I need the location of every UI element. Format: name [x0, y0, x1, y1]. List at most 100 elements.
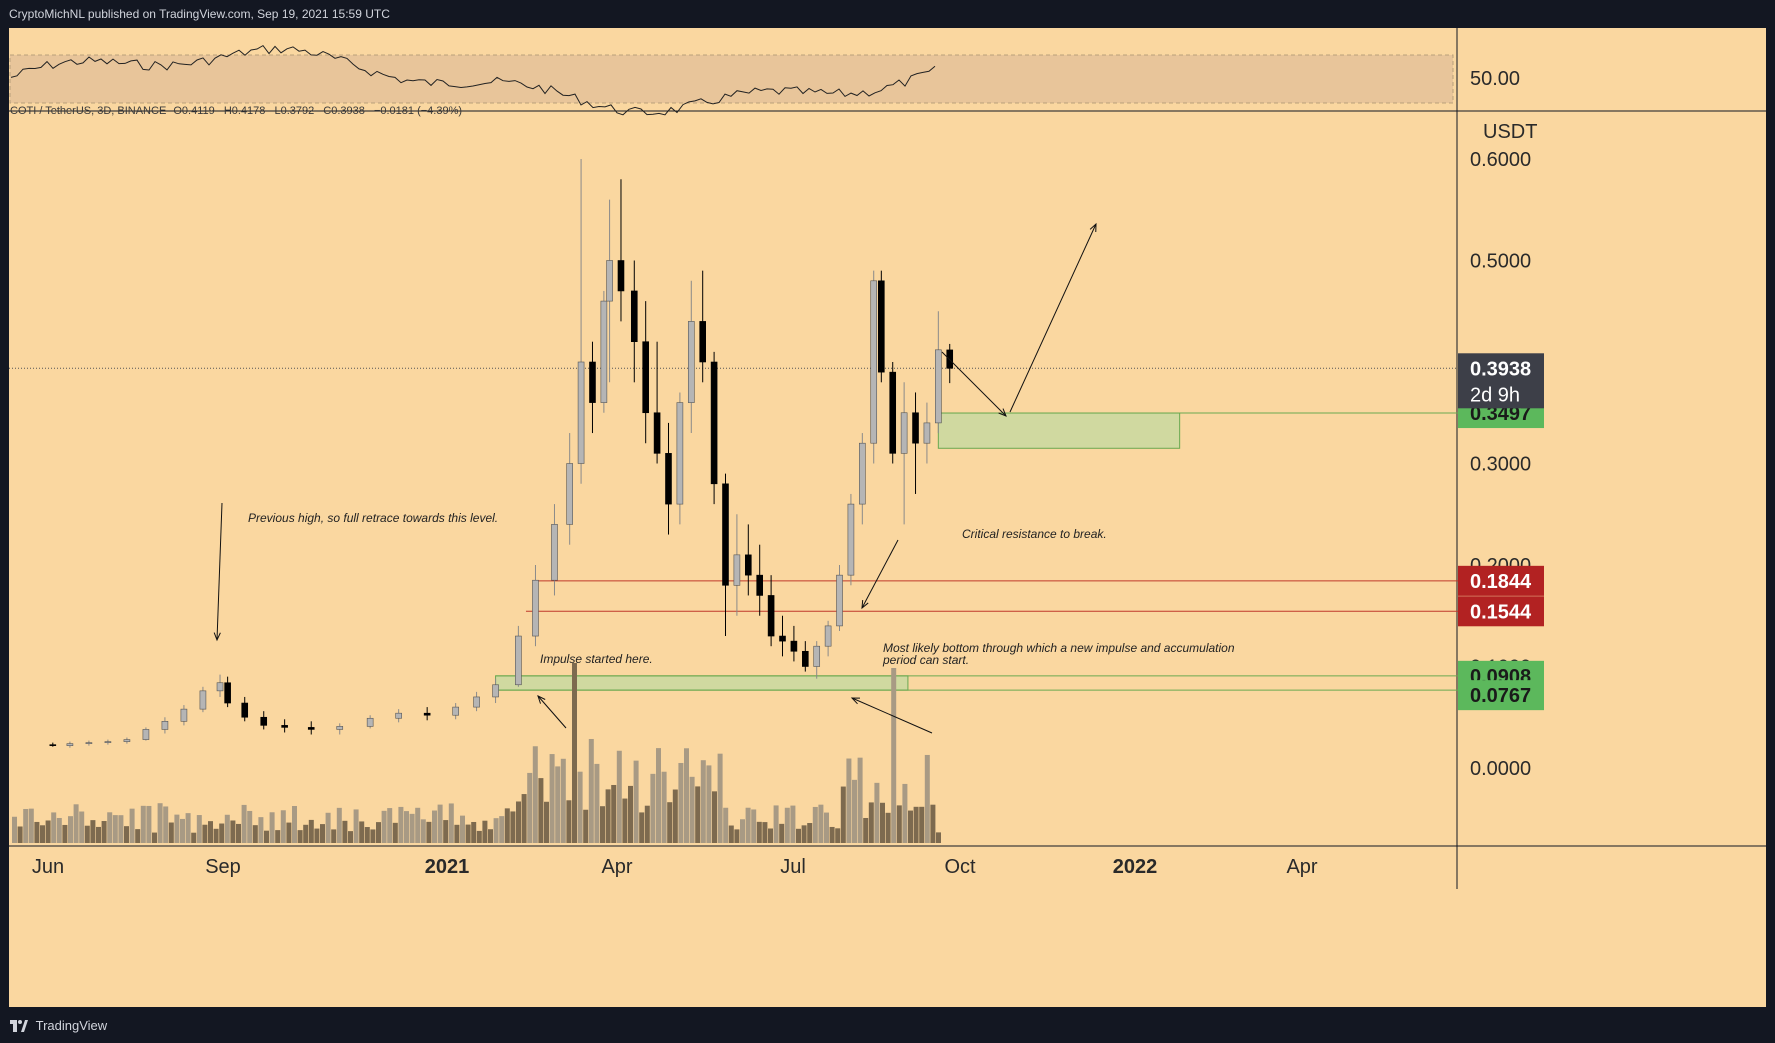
current-price-bg — [1458, 353, 1544, 409]
candle-body — [260, 716, 268, 726]
candle — [307, 721, 315, 735]
candle — [745, 524, 752, 596]
volume-bar — [476, 830, 482, 843]
volume-bar — [577, 771, 583, 843]
candle-body — [642, 341, 649, 414]
volume-bar — [740, 819, 745, 843]
time-axis-tick: Jun — [32, 856, 64, 878]
candle-body — [710, 361, 718, 485]
volume-bar — [247, 810, 253, 843]
candle — [676, 392, 684, 525]
time-axis-tick: Oct — [944, 856, 976, 878]
candle-body — [423, 712, 431, 716]
candle-body — [847, 503, 855, 576]
price-axis-currency: USDT — [1483, 121, 1537, 143]
annotation-bottom-line1: Most likely bottom through which a new i… — [883, 641, 1235, 655]
candle — [551, 504, 558, 596]
candle-body — [889, 371, 897, 454]
candle — [946, 343, 954, 384]
volume-bar — [320, 824, 325, 843]
volume-bar — [314, 828, 320, 843]
volume-bar — [796, 828, 801, 843]
candle — [767, 575, 775, 647]
price-label-bg — [1458, 565, 1544, 596]
tradingview-logo[interactable]: TradingView — [10, 1017, 107, 1033]
time-axis: Jun Sep 2021 Apr Jul Oct 2022 Apr — [32, 856, 1318, 878]
arrow-impulse-head — [537, 695, 546, 704]
candle-body — [600, 300, 608, 403]
candle — [566, 433, 573, 545]
volume-bar — [90, 820, 96, 843]
candle-body — [307, 727, 315, 730]
volume-bar — [616, 750, 622, 843]
volume-bar — [73, 804, 79, 843]
volume-bar — [381, 810, 387, 843]
candle-body — [836, 574, 843, 627]
volume-bar — [650, 773, 656, 843]
volume-bar — [936, 832, 941, 843]
volume-bar — [392, 822, 398, 843]
volume-bar — [644, 805, 650, 843]
volume-bar — [594, 763, 600, 843]
rsi-pane — [10, 44, 936, 116]
candle-body — [779, 635, 786, 642]
volume-bar — [118, 815, 124, 843]
candle — [617, 179, 625, 322]
candle-body — [180, 708, 188, 722]
volume-bar — [51, 812, 57, 843]
candle — [665, 422, 672, 535]
ohlc-close: C0.3938 — [323, 105, 365, 117]
candle — [241, 696, 249, 722]
volume-bar — [45, 820, 51, 843]
candle-body — [912, 412, 919, 444]
volume-bar — [17, 826, 23, 843]
volume-bar — [930, 804, 936, 843]
candle — [923, 402, 931, 464]
candle — [452, 703, 459, 720]
symbol-pair[interactable]: COTI / TetherUS, 3D, BINANCE — [10, 105, 167, 117]
candle-body — [630, 290, 638, 343]
volume-bar — [168, 822, 174, 843]
volume-bar — [208, 821, 213, 843]
candle-body — [824, 625, 832, 647]
volume-bar — [824, 812, 829, 843]
volume-bar — [807, 823, 813, 843]
candle-body — [665, 453, 672, 505]
volume-bar — [275, 830, 281, 843]
volume-bar — [611, 784, 617, 843]
arrow-impulse — [537, 695, 567, 729]
candle-body — [900, 412, 908, 454]
publisher-header: CryptoMichNL published on TradingView.co… — [0, 0, 1775, 28]
price-label: 0.1544 — [1470, 601, 1532, 623]
volume-bar — [661, 771, 667, 843]
candle-body — [606, 260, 613, 302]
volume-bar — [202, 824, 208, 843]
volume-bar — [409, 813, 415, 843]
candle-body — [123, 739, 131, 742]
candle — [935, 311, 942, 434]
candle — [722, 473, 729, 637]
candle — [423, 707, 431, 721]
volume-bar — [96, 826, 101, 843]
annotations: Previous high, so full retrace towards t… — [248, 511, 1235, 667]
volume-bar — [432, 810, 437, 843]
annotation-impulse: Impulse started here. — [540, 652, 653, 666]
volume-bar — [454, 824, 460, 843]
arrow-previous-high-head — [213, 632, 221, 642]
candle — [366, 715, 374, 729]
price-axis-tick: 0.5000 — [1470, 251, 1531, 273]
volume-bar — [146, 805, 152, 843]
volume-bar — [112, 815, 118, 843]
volume-bar — [157, 803, 163, 843]
ohlc-open: O0.4119 — [173, 105, 215, 117]
volume-bar — [751, 809, 757, 843]
candle-body — [452, 706, 459, 716]
candle-body — [49, 744, 57, 746]
volume-bar — [493, 818, 499, 843]
price-chart[interactable]: 50.00 Previous high, so full retrace towa… — [0, 0, 1775, 1007]
volume-bar — [191, 832, 197, 843]
volume-bar — [840, 786, 846, 843]
volume-bar — [230, 820, 236, 843]
volume-bar — [303, 824, 309, 843]
price-label: 0.0767 — [1470, 685, 1531, 707]
